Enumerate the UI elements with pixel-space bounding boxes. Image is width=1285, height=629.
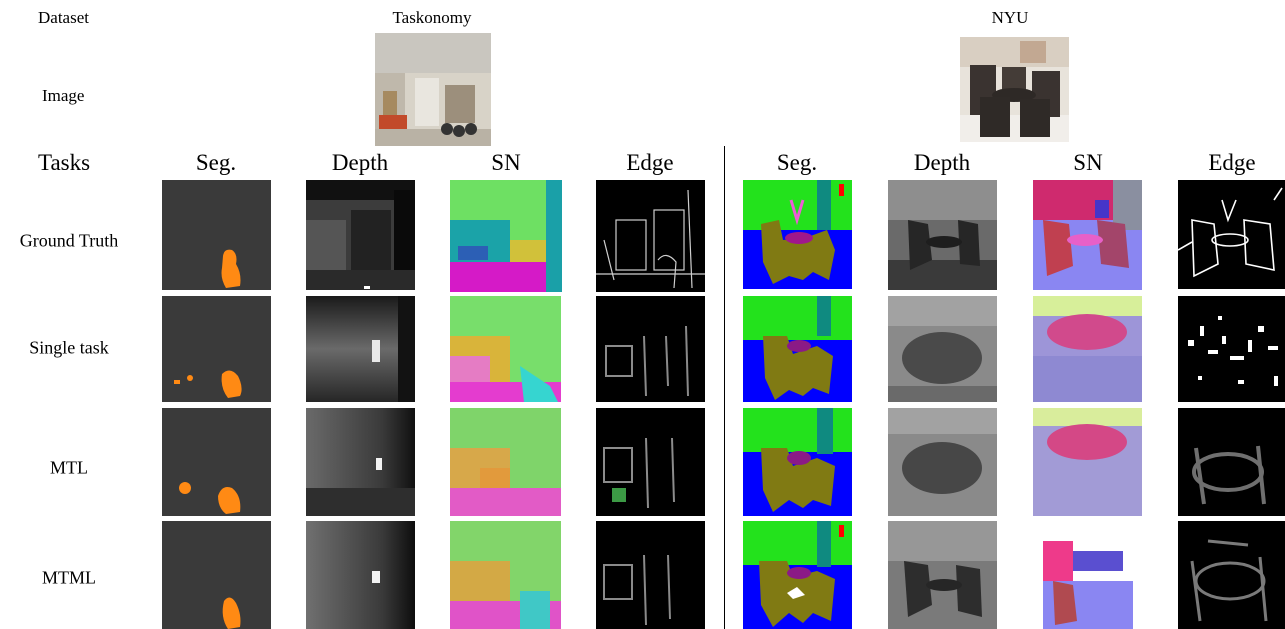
mtml-taskonomy-edge-image (596, 521, 705, 629)
gt-nyu-seg-image (743, 180, 852, 289)
image-label: Image (42, 86, 85, 105)
mtml-taskonomy-sn-image (450, 521, 561, 629)
single-nyu-sn-image (1033, 296, 1142, 402)
single-taskonomy-edge-image (596, 296, 705, 402)
gt-taskonomy-sn-image (450, 180, 562, 292)
mtml-nyu-sn-image (1033, 521, 1142, 629)
mtl-taskonomy-depth-image (306, 408, 415, 516)
mtl-taskonomy-seg-image (162, 408, 271, 516)
dataset-label: Dataset (38, 8, 89, 27)
column-header-left-sn: SN (491, 150, 521, 175)
column-header-left-edge: Edge (626, 150, 674, 175)
nyu-input-photo (960, 37, 1069, 142)
mtl-nyu-sn-image (1033, 408, 1142, 516)
mtml-taskonomy-seg-image (162, 521, 271, 629)
mtl-nyu-seg-image (743, 408, 852, 516)
gt-nyu-edge-image (1178, 180, 1285, 289)
gt-taskonomy-edge-image (596, 180, 705, 292)
gt-taskonomy-depth-image (306, 180, 415, 290)
column-header-left-seg: Seg. (195, 150, 237, 175)
single-taskonomy-sn-image (450, 296, 561, 402)
dataset-taskonomy-label: Taskonomy (392, 8, 472, 27)
row-label-mtml: MTML (42, 567, 96, 588)
single-taskonomy-seg-image (162, 296, 271, 402)
mtml-nyu-seg-image (743, 521, 852, 629)
gt-nyu-sn-image (1033, 180, 1142, 290)
mtml-nyu-depth-image (888, 521, 997, 629)
single-taskonomy-depth-image (306, 296, 415, 402)
single-nyu-seg-image (743, 296, 852, 402)
column-header-right-sn: SN (1073, 150, 1103, 175)
column-header-right-edge: Edge (1208, 150, 1256, 175)
tasks-label: Tasks (38, 150, 91, 175)
single-nyu-depth-image (888, 296, 997, 402)
mtl-taskonomy-sn-image (450, 408, 561, 516)
row-label-mtl: MTL (50, 457, 88, 478)
mtml-nyu-edge-image (1178, 521, 1285, 629)
column-header-right-depth: Depth (913, 150, 971, 175)
mtl-nyu-depth-image (888, 408, 997, 516)
mtl-nyu-edge-image (1178, 408, 1285, 516)
row-label-single-task: Single task (29, 337, 109, 358)
dataset-divider (724, 146, 725, 629)
dataset-nyu-label: NYU (991, 8, 1029, 27)
single-nyu-edge-image (1178, 296, 1285, 402)
column-header-left-depth: Depth (331, 150, 389, 175)
mtl-taskonomy-edge-image (596, 408, 705, 516)
row-label-ground-truth: Ground Truth (19, 230, 119, 251)
gt-taskonomy-seg-image (162, 180, 271, 290)
mtml-taskonomy-depth-image (306, 521, 415, 629)
taskonomy-input-photo (375, 33, 491, 146)
gt-nyu-depth-image (888, 180, 997, 290)
column-header-right-seg: Seg. (776, 150, 818, 175)
